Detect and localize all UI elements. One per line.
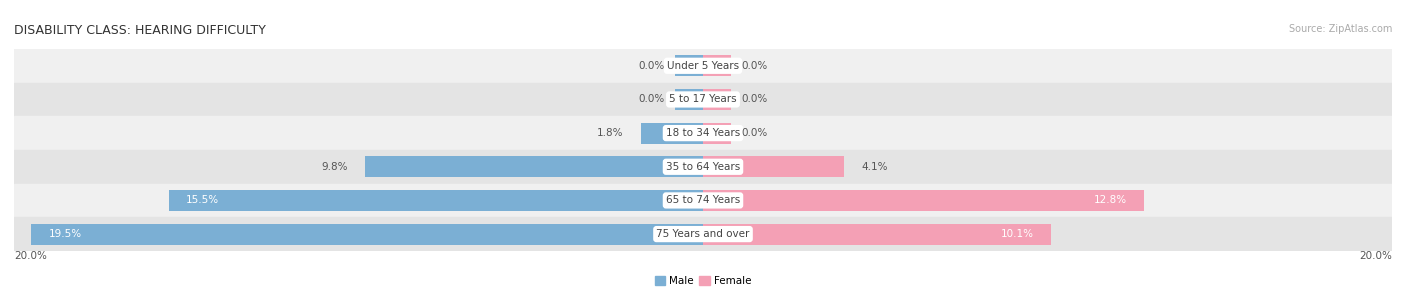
Text: 20.0%: 20.0% [14,251,46,261]
Text: 18 to 34 Years: 18 to 34 Years [666,128,740,138]
Text: 10.1%: 10.1% [1001,229,1033,239]
Bar [14,49,1392,83]
Text: 65 to 74 Years: 65 to 74 Years [666,196,740,205]
Bar [14,150,1392,184]
Bar [703,55,731,76]
Text: 19.5%: 19.5% [48,229,82,239]
Bar [14,217,1392,251]
Text: 0.0%: 0.0% [741,128,768,138]
Bar [14,184,1392,217]
Text: Under 5 Years: Under 5 Years [666,61,740,71]
Bar [31,224,703,244]
Text: Source: ZipAtlas.com: Source: ZipAtlas.com [1288,24,1392,35]
Bar [675,89,703,110]
Bar [366,156,703,177]
Text: 12.8%: 12.8% [1094,196,1126,205]
Text: 20.0%: 20.0% [1360,251,1392,261]
Text: 4.1%: 4.1% [862,162,889,172]
Text: 0.0%: 0.0% [638,95,665,104]
Legend: Male, Female: Male, Female [651,272,755,290]
Bar [14,116,1392,150]
Text: DISABILITY CLASS: HEARING DIFFICULTY: DISABILITY CLASS: HEARING DIFFICULTY [14,24,266,37]
Bar [675,55,703,76]
Text: 35 to 64 Years: 35 to 64 Years [666,162,740,172]
Text: 9.8%: 9.8% [322,162,349,172]
Bar [703,224,1050,244]
Text: 1.8%: 1.8% [598,128,624,138]
Bar [169,190,703,211]
Bar [641,123,703,144]
Text: 0.0%: 0.0% [741,61,768,71]
Text: 0.0%: 0.0% [741,95,768,104]
Text: 15.5%: 15.5% [186,196,219,205]
Bar [14,83,1392,116]
Bar [703,190,1144,211]
Bar [703,156,844,177]
Text: 0.0%: 0.0% [638,61,665,71]
Bar [703,89,731,110]
Text: 75 Years and over: 75 Years and over [657,229,749,239]
Bar [703,123,731,144]
Text: 5 to 17 Years: 5 to 17 Years [669,95,737,104]
